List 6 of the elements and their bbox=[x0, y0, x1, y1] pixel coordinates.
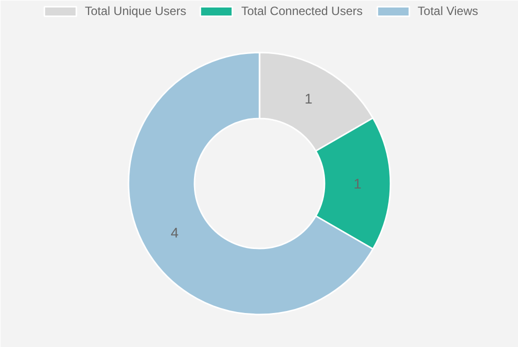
data-label: 4 bbox=[170, 224, 179, 240]
data-label: 1 bbox=[304, 90, 313, 107]
legend-label: Total Views bbox=[418, 4, 478, 18]
data-label: 1 bbox=[354, 176, 362, 192]
legend-label: Total Connected Users bbox=[241, 4, 363, 18]
legend-label: Total Unique Users bbox=[84, 4, 186, 18]
